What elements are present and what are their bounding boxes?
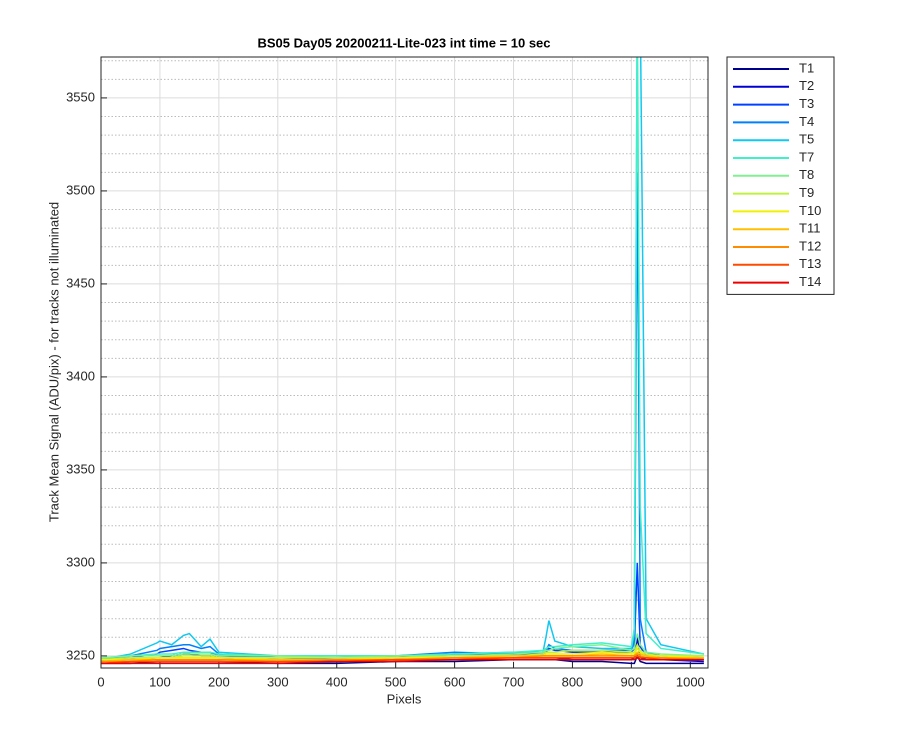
data-line [101,656,704,665]
data-line [101,655,704,665]
legend-label: T11 [799,221,820,236]
legend-label: T2 [799,78,814,93]
x-tick-label: 800 [562,674,584,689]
x-tick-label: 500 [385,674,407,689]
y-tick-label: 3500 [66,182,95,197]
legend-label: T8 [799,167,814,182]
y-tick-label: 3300 [66,554,95,569]
legend-label: T12 [799,238,821,253]
x-tick-label: 400 [326,674,348,689]
data-line [101,57,704,659]
data-line [101,633,704,659]
legend-label: T10 [799,203,821,218]
legend-label: T9 [799,185,814,200]
x-tick-label: 900 [621,674,643,689]
x-tick-label: 600 [444,674,466,689]
y-tick-label: 3550 [66,89,95,104]
legend-label: T5 [799,132,814,147]
x-tick-label: 700 [503,674,525,689]
x-tick-label: 200 [208,674,230,689]
data-line [101,653,704,663]
legend-label: T1 [799,60,814,75]
chart-title: BS05 Day05 20200211-Lite-023 int time = … [257,35,550,50]
legend-label: T4 [799,114,814,129]
y-tick-label: 3400 [66,368,95,383]
legend-label: T3 [799,96,814,111]
x-tick-label: 0 [97,674,104,689]
x-tick-label: 1000 [676,674,705,689]
legend-label: T7 [799,149,814,164]
y-tick-label: 3250 [66,647,95,662]
legend-label: T13 [799,256,821,271]
data-line [101,562,704,661]
y-tick-label: 3450 [66,275,95,290]
axes-box [100,56,709,669]
x-tick-label: 300 [267,674,289,689]
legend-label: T14 [799,274,821,289]
series-group [101,57,705,665]
data-line [101,642,704,661]
x-tick-label: 100 [149,674,171,689]
y-tick-label: 3350 [66,461,95,476]
y-axis-label: Track Mean Signal (ADU/pix) - for tracks… [46,202,61,522]
plot-area [101,57,708,668]
x-axis-label: Pixels [387,691,422,706]
